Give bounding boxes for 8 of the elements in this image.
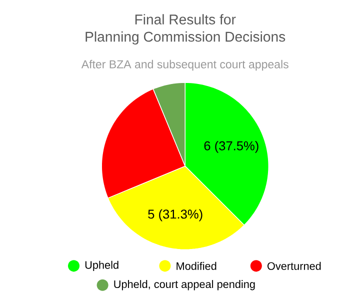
data-label: 6 (37.5%) <box>204 140 258 153</box>
chart-title: Final Results for Planning Commission Decisions <box>86 14 286 44</box>
legend-label: Modified <box>176 262 216 270</box>
legend-label: Overturned <box>268 262 321 270</box>
legend-label: Upheld, court appeal pending <box>114 280 255 290</box>
legend-label: Upheld <box>85 260 118 271</box>
data-label: 5 (31.3%) <box>148 209 202 222</box>
chart-subtitle: After BZA and subsequent court appeals <box>81 60 288 71</box>
